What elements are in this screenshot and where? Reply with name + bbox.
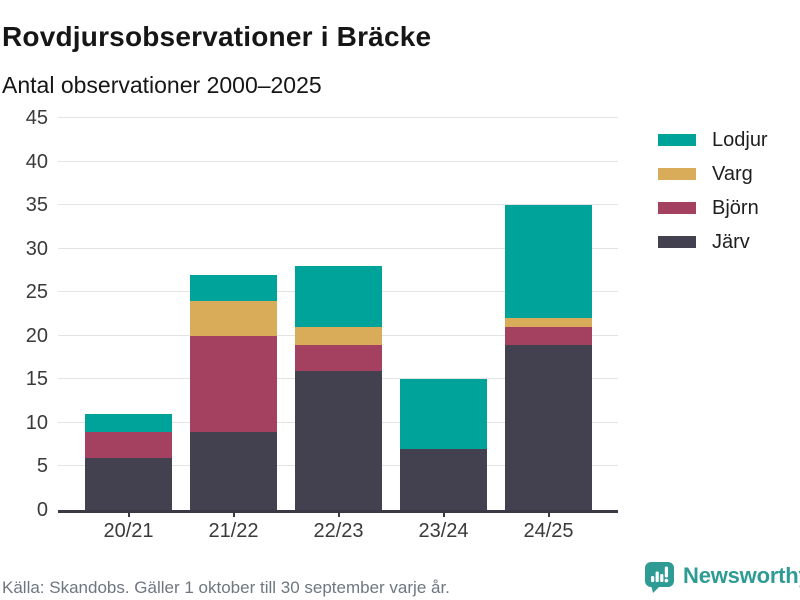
legend-label-varg: Varg — [712, 162, 753, 185]
legend-label-järv: Järv — [712, 230, 750, 253]
legend-item-järv: Järv — [658, 230, 768, 254]
brand-name: Newsworthy — [683, 563, 800, 588]
y-axis-label-45: 45 — [25, 107, 48, 129]
x-axis-label-22/23: 22/23 — [313, 520, 364, 542]
y-axis-label-0: 0 — [36, 499, 48, 521]
y-axis-label-10: 10 — [25, 411, 48, 434]
bar-segment-järv-24/25 — [505, 344, 592, 510]
x-axis-label-21/22: 21/22 — [208, 520, 259, 542]
x-axis-tick-23/24 — [442, 510, 445, 517]
x-axis-tick-21/22 — [232, 510, 235, 517]
bar-segment-björn-24/25 — [505, 327, 592, 345]
legend-swatch-varg — [658, 168, 696, 180]
branding: Newsworthy — [644, 561, 800, 594]
bar-segment-lodjur-24/25 — [505, 205, 592, 319]
bar-segment-björn-21/22 — [190, 335, 277, 432]
bar-segment-järv-20/21 — [85, 457, 172, 510]
x-axis-label-24/25: 24/25 — [523, 520, 574, 542]
legend-swatch-lodjur — [658, 134, 696, 146]
x-axis-label-20/21: 20/21 — [103, 520, 154, 542]
legend-label-björn: Björn — [712, 196, 759, 219]
x-axis-label-23/24: 23/24 — [418, 520, 469, 542]
gridline-45 — [58, 117, 618, 119]
bar-segment-lodjur-20/21 — [85, 414, 172, 432]
bar-segment-järv-22/23 — [295, 370, 382, 510]
gridline-40 — [58, 160, 618, 162]
legend-swatch-järv — [658, 236, 696, 248]
bar-segment-lodjur-22/23 — [295, 266, 382, 328]
legend-item-varg: Varg — [658, 162, 768, 186]
bar-segment-björn-20/21 — [85, 431, 172, 458]
chart-subtitle: Antal observationer 2000–2025 — [2, 72, 322, 98]
x-axis-tick-24/25 — [547, 510, 550, 517]
bar-segment-järv-21/22 — [190, 431, 277, 510]
x-axis-tick-20/21 — [127, 510, 130, 517]
bar-segment-varg-21/22 — [190, 300, 277, 336]
legend-item-lodjur: Lodjur — [658, 128, 768, 152]
legend-item-björn: Björn — [658, 196, 768, 220]
bar-segment-varg-24/25 — [505, 318, 592, 328]
bar-segment-järv-23/24 — [400, 449, 487, 510]
gridline-35 — [58, 204, 618, 206]
newsworthy-chart-bubble-icon — [645, 562, 674, 593]
y-axis-label-40: 40 — [25, 150, 48, 173]
x-axis-tick-22/23 — [337, 510, 340, 517]
bar-segment-varg-22/23 — [295, 327, 382, 345]
bar-segment-lodjur-23/24 — [400, 379, 487, 450]
y-axis-label-5: 5 — [36, 455, 48, 478]
y-axis-label-20: 20 — [25, 324, 48, 347]
chart-legend: Lodjur Varg Björn Järv — [658, 128, 768, 264]
y-axis-label-15: 15 — [25, 368, 48, 391]
gridline-30 — [58, 247, 618, 249]
bar-segment-lodjur-21/22 — [190, 274, 277, 301]
plot-area: 0 5 10 15 20 25 30 35 40 45 20/21 21/22 22/23 23/24 24… — [26, 107, 618, 542]
bar-segment-björn-22/23 — [295, 344, 382, 371]
legend-swatch-björn — [658, 202, 696, 214]
chart-title: Rovdjursobservationer i Bräcke — [2, 20, 432, 52]
y-axis-label-25: 25 — [25, 281, 48, 304]
source-note: Källa: Skandobs. Gäller 1 oktober till 3… — [2, 578, 450, 597]
legend-label-lodjur: Lodjur — [712, 128, 768, 151]
y-axis-label-30: 30 — [25, 237, 48, 260]
y-axis-label-35: 35 — [25, 194, 48, 217]
x-axis-line — [58, 510, 618, 513]
